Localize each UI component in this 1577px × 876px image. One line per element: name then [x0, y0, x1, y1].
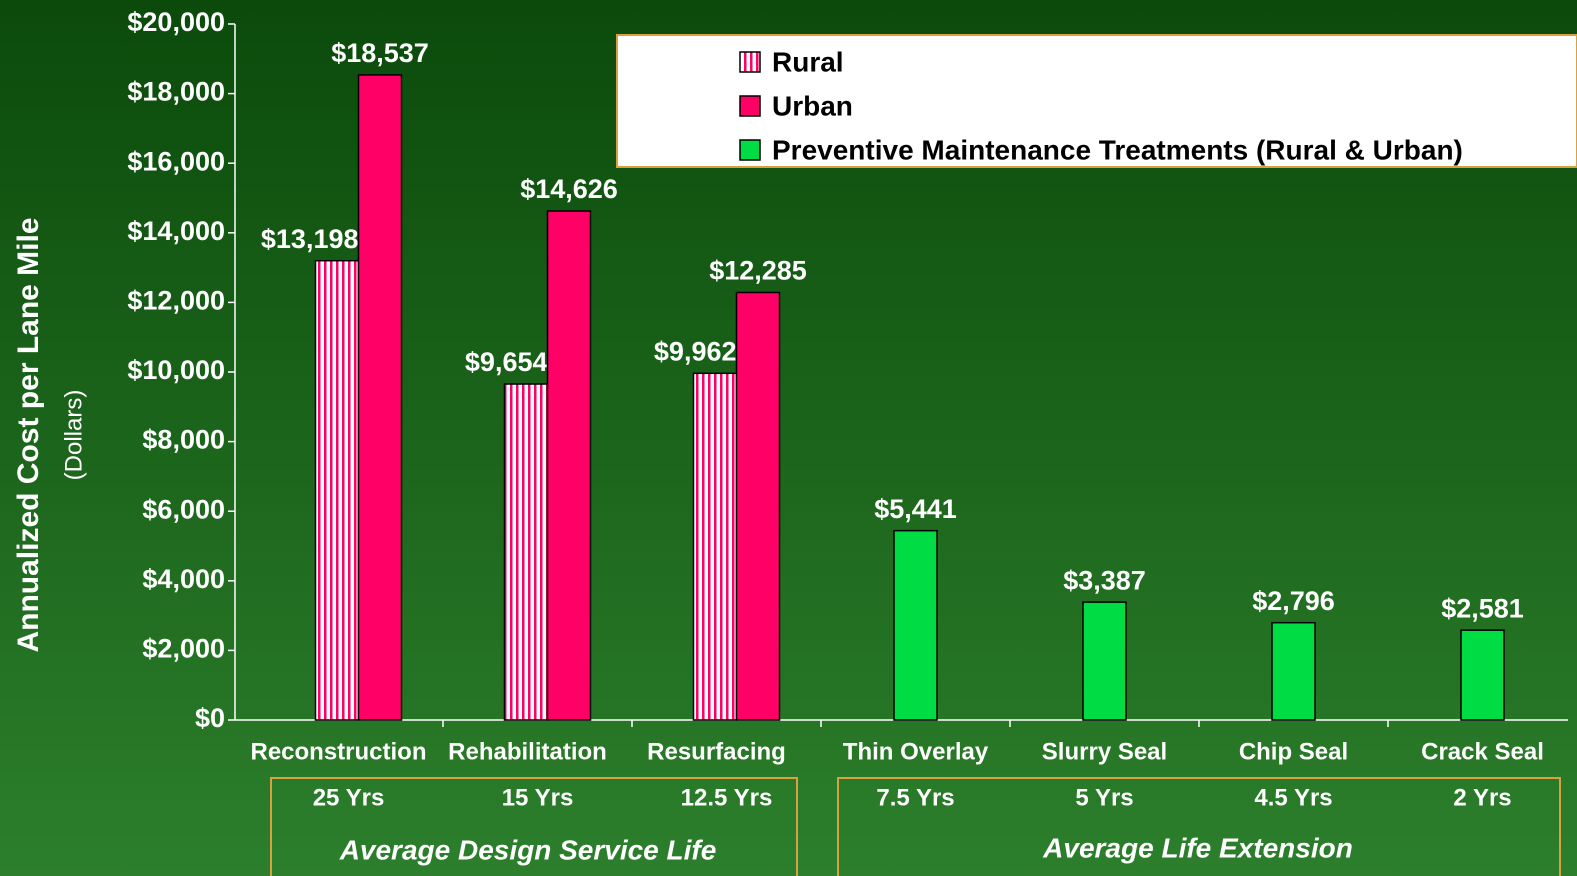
value-label: $5,441 — [874, 494, 957, 524]
x-tick-label: Thin Overlay — [843, 738, 989, 765]
service-life-label: 5 Yrs — [1075, 784, 1133, 811]
service-life-label: 25 Yrs — [313, 784, 385, 811]
bar — [503, 383, 549, 721]
value-label: $18,537 — [331, 38, 429, 68]
bar — [314, 259, 360, 721]
value-label: $9,962 — [654, 336, 737, 366]
bar — [1460, 629, 1505, 721]
bar — [357, 74, 403, 721]
service-life-label: 7.5 Yrs — [876, 784, 954, 811]
bar — [1082, 601, 1127, 721]
value-label: $2,796 — [1252, 586, 1335, 616]
x-tick-label: Rehabilitation — [448, 738, 607, 765]
y-axis-label: Annualized Cost per Lane Mile — [12, 217, 45, 652]
value-label: $2,581 — [1441, 593, 1524, 623]
group-label: Average Life Extension — [1042, 832, 1353, 863]
y-tick-label: $8,000 — [142, 425, 225, 455]
y-tick-label: $16,000 — [127, 146, 225, 176]
x-tick-label: Reconstruction — [250, 738, 426, 765]
value-label: $12,285 — [709, 256, 807, 286]
bar — [735, 291, 781, 721]
legend-swatch — [739, 139, 761, 161]
bar — [546, 210, 592, 721]
group-box — [837, 777, 1561, 876]
y-axis-sublabel: (Dollars) — [60, 390, 87, 481]
group-box — [270, 777, 798, 876]
value-label: $3,387 — [1063, 565, 1146, 595]
value-label: $13,198 — [261, 224, 359, 254]
group-label: Average Design Service Life — [339, 834, 717, 865]
service-life-label: 2 Yrs — [1453, 784, 1511, 811]
y-tick-label: $2,000 — [142, 634, 225, 664]
x-tick-label: Chip Seal — [1239, 738, 1348, 765]
y-tick-label: $20,000 — [127, 7, 225, 37]
bar — [692, 372, 738, 721]
legend-label: Urban — [772, 90, 853, 121]
service-life-label: 12.5 Yrs — [681, 784, 773, 811]
value-label: $9,654 — [465, 347, 548, 377]
legend-label: Rural — [772, 46, 844, 77]
legend-swatch — [739, 51, 761, 73]
y-tick-label: $4,000 — [142, 564, 225, 594]
x-tick-label: Crack Seal — [1421, 738, 1544, 765]
legend-box — [616, 34, 1577, 168]
y-tick-label: $12,000 — [127, 286, 225, 316]
y-tick-label: $18,000 — [127, 77, 225, 107]
bar — [1271, 621, 1316, 721]
service-life-label: 4.5 Yrs — [1254, 784, 1332, 811]
y-tick-label: $14,000 — [127, 216, 225, 246]
legend-swatch — [739, 95, 761, 117]
bar — [893, 529, 938, 721]
legend-label: Preventive Maintenance Treatments (Rural… — [772, 134, 1463, 165]
x-tick-label: Resurfacing — [647, 738, 786, 765]
y-tick-label: $0 — [195, 703, 225, 733]
service-life-label: 15 Yrs — [502, 784, 574, 811]
x-tick-label: Slurry Seal — [1042, 738, 1167, 765]
y-tick-label: $6,000 — [142, 494, 225, 524]
y-tick-label: $10,000 — [127, 355, 225, 385]
value-label: $14,626 — [520, 174, 618, 204]
